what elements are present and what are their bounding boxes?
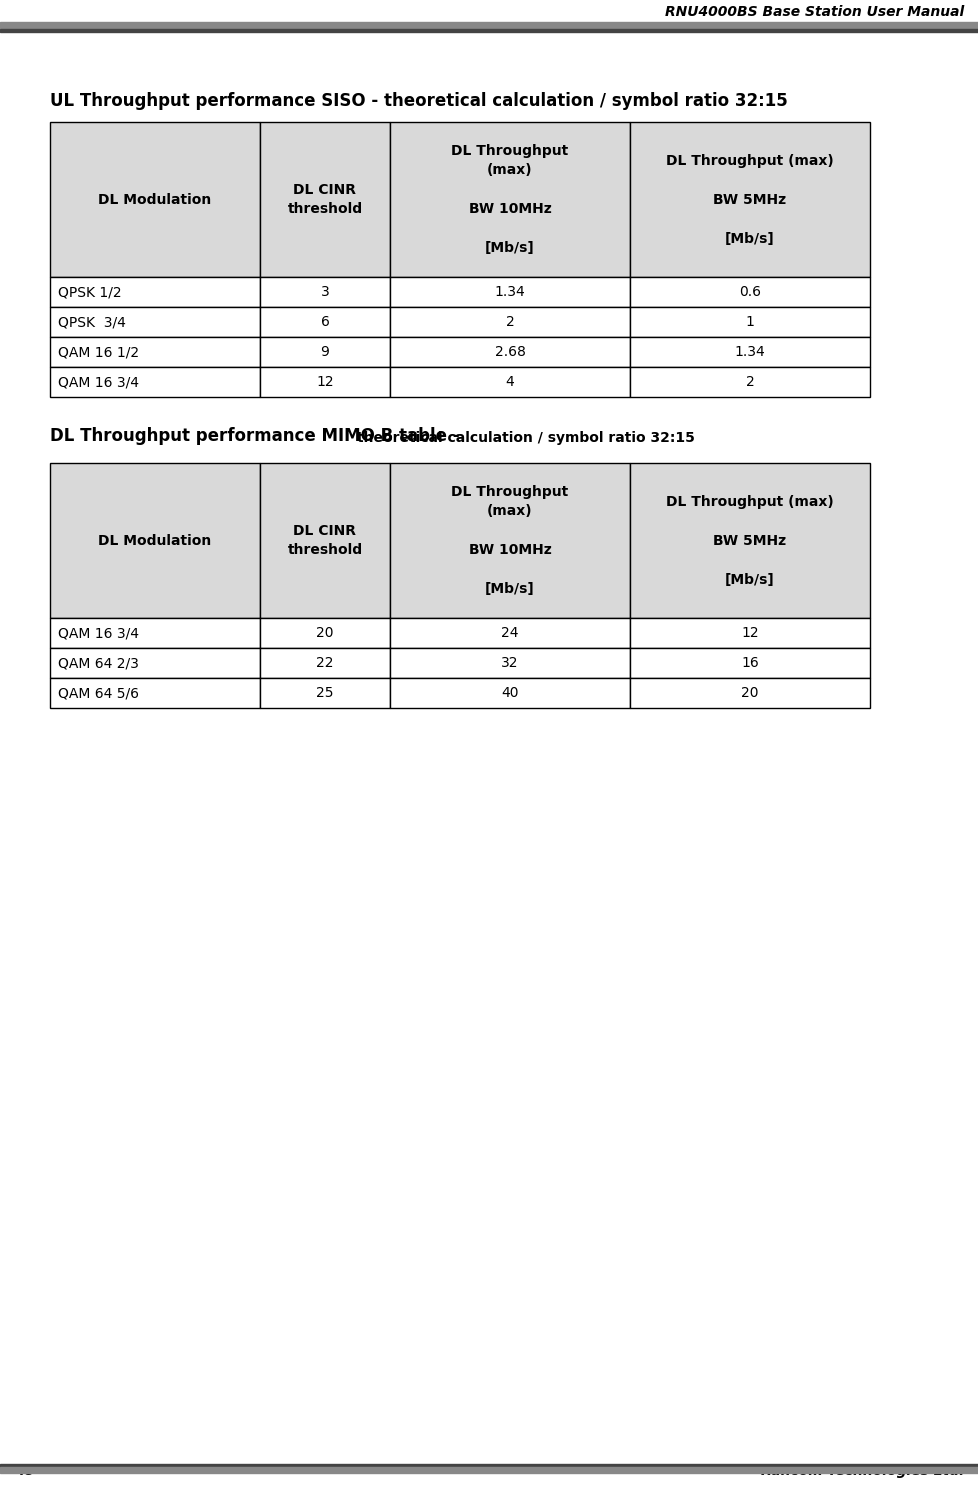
Text: DL Modulation: DL Modulation (98, 534, 211, 548)
Bar (50, 462, 260, 618)
Bar (389, 337, 630, 367)
Bar (0, 28, 978, 31)
Text: 2.68: 2.68 (494, 346, 525, 359)
Bar (630, 307, 869, 337)
Text: QAM 16 3/4: QAM 16 3/4 (58, 625, 139, 640)
Bar (50, 123, 260, 277)
Text: QPSK 1/2: QPSK 1/2 (58, 286, 121, 299)
Bar (389, 367, 630, 396)
Text: QPSK  3/4: QPSK 3/4 (58, 316, 126, 329)
Bar (630, 618, 869, 648)
Bar (50, 648, 260, 678)
Bar (50, 678, 260, 708)
Text: QAM 16 1/2: QAM 16 1/2 (58, 346, 139, 359)
Bar (630, 277, 869, 307)
Bar (0, 1468, 978, 1474)
Bar (389, 307, 630, 337)
Bar (389, 462, 630, 618)
Text: 24: 24 (501, 625, 518, 640)
Bar (630, 367, 869, 396)
Text: DL Throughput (max)

BW 5MHz

[Mb/s]: DL Throughput (max) BW 5MHz [Mb/s] (665, 154, 833, 245)
Text: 2: 2 (505, 316, 513, 329)
Text: 6: 6 (320, 316, 330, 329)
Bar (50, 277, 260, 307)
Bar (260, 337, 389, 367)
Bar (50, 337, 260, 367)
Text: DL CINR
threshold: DL CINR threshold (288, 183, 362, 217)
Bar (260, 277, 389, 307)
Text: 12: 12 (740, 625, 758, 640)
Text: DL CINR
threshold: DL CINR threshold (288, 524, 362, 557)
Text: 22: 22 (316, 657, 333, 670)
Bar (260, 648, 389, 678)
Bar (260, 307, 389, 337)
Bar (0, 1465, 978, 1468)
Text: 1.34: 1.34 (734, 346, 765, 359)
Text: QAM 16 3/4: QAM 16 3/4 (58, 375, 139, 389)
Text: Runcom Technologies Ltd.: Runcom Technologies Ltd. (760, 1465, 963, 1478)
Bar (389, 678, 630, 708)
Bar (260, 123, 389, 277)
Text: 48: 48 (15, 1465, 34, 1478)
Bar (389, 123, 630, 277)
Text: 25: 25 (316, 687, 333, 700)
Text: 20: 20 (740, 687, 758, 700)
Bar (630, 337, 869, 367)
Text: QAM 64 2/3: QAM 64 2/3 (58, 657, 139, 670)
Text: DL Throughput
(max)

BW 10MHz

[Mb/s]: DL Throughput (max) BW 10MHz [Mb/s] (451, 485, 568, 597)
Text: 3: 3 (321, 286, 329, 299)
Bar (630, 462, 869, 618)
Bar (389, 618, 630, 648)
Text: 20: 20 (316, 625, 333, 640)
Bar (630, 678, 869, 708)
Text: 2: 2 (745, 375, 754, 389)
Bar (630, 648, 869, 678)
Bar (260, 678, 389, 708)
Text: UL Throughput performance SISO - theoretical calculation / symbol ratio 32:15: UL Throughput performance SISO - theoret… (50, 91, 787, 111)
Bar (50, 618, 260, 648)
Text: 1.34: 1.34 (494, 286, 525, 299)
Bar (50, 307, 260, 337)
Text: RNU4000BS Base Station User Manual: RNU4000BS Base Station User Manual (664, 4, 963, 19)
Text: QAM 64 5/6: QAM 64 5/6 (58, 687, 139, 700)
Text: 9: 9 (320, 346, 330, 359)
Bar (389, 648, 630, 678)
Text: theoretical calculation / symbol ratio 32:15: theoretical calculation / symbol ratio 3… (357, 431, 694, 444)
Text: DL Throughput
(max)

BW 10MHz

[Mb/s]: DL Throughput (max) BW 10MHz [Mb/s] (451, 144, 568, 256)
Bar (260, 618, 389, 648)
Bar (260, 367, 389, 396)
Text: 0.6: 0.6 (738, 286, 760, 299)
Text: 1: 1 (745, 316, 754, 329)
Text: DL Throughput (max)

BW 5MHz

[Mb/s]: DL Throughput (max) BW 5MHz [Mb/s] (665, 495, 833, 586)
Text: DL Modulation: DL Modulation (98, 193, 211, 206)
Text: 40: 40 (501, 687, 518, 700)
Bar (389, 277, 630, 307)
Text: 32: 32 (501, 657, 518, 670)
Bar (0, 22, 978, 28)
Bar (260, 462, 389, 618)
Text: DL Throughput performance MIMO B table -: DL Throughput performance MIMO B table - (50, 426, 465, 444)
Bar (630, 123, 869, 277)
Text: 12: 12 (316, 375, 333, 389)
Bar (50, 367, 260, 396)
Text: 4: 4 (505, 375, 513, 389)
Text: 16: 16 (740, 657, 758, 670)
